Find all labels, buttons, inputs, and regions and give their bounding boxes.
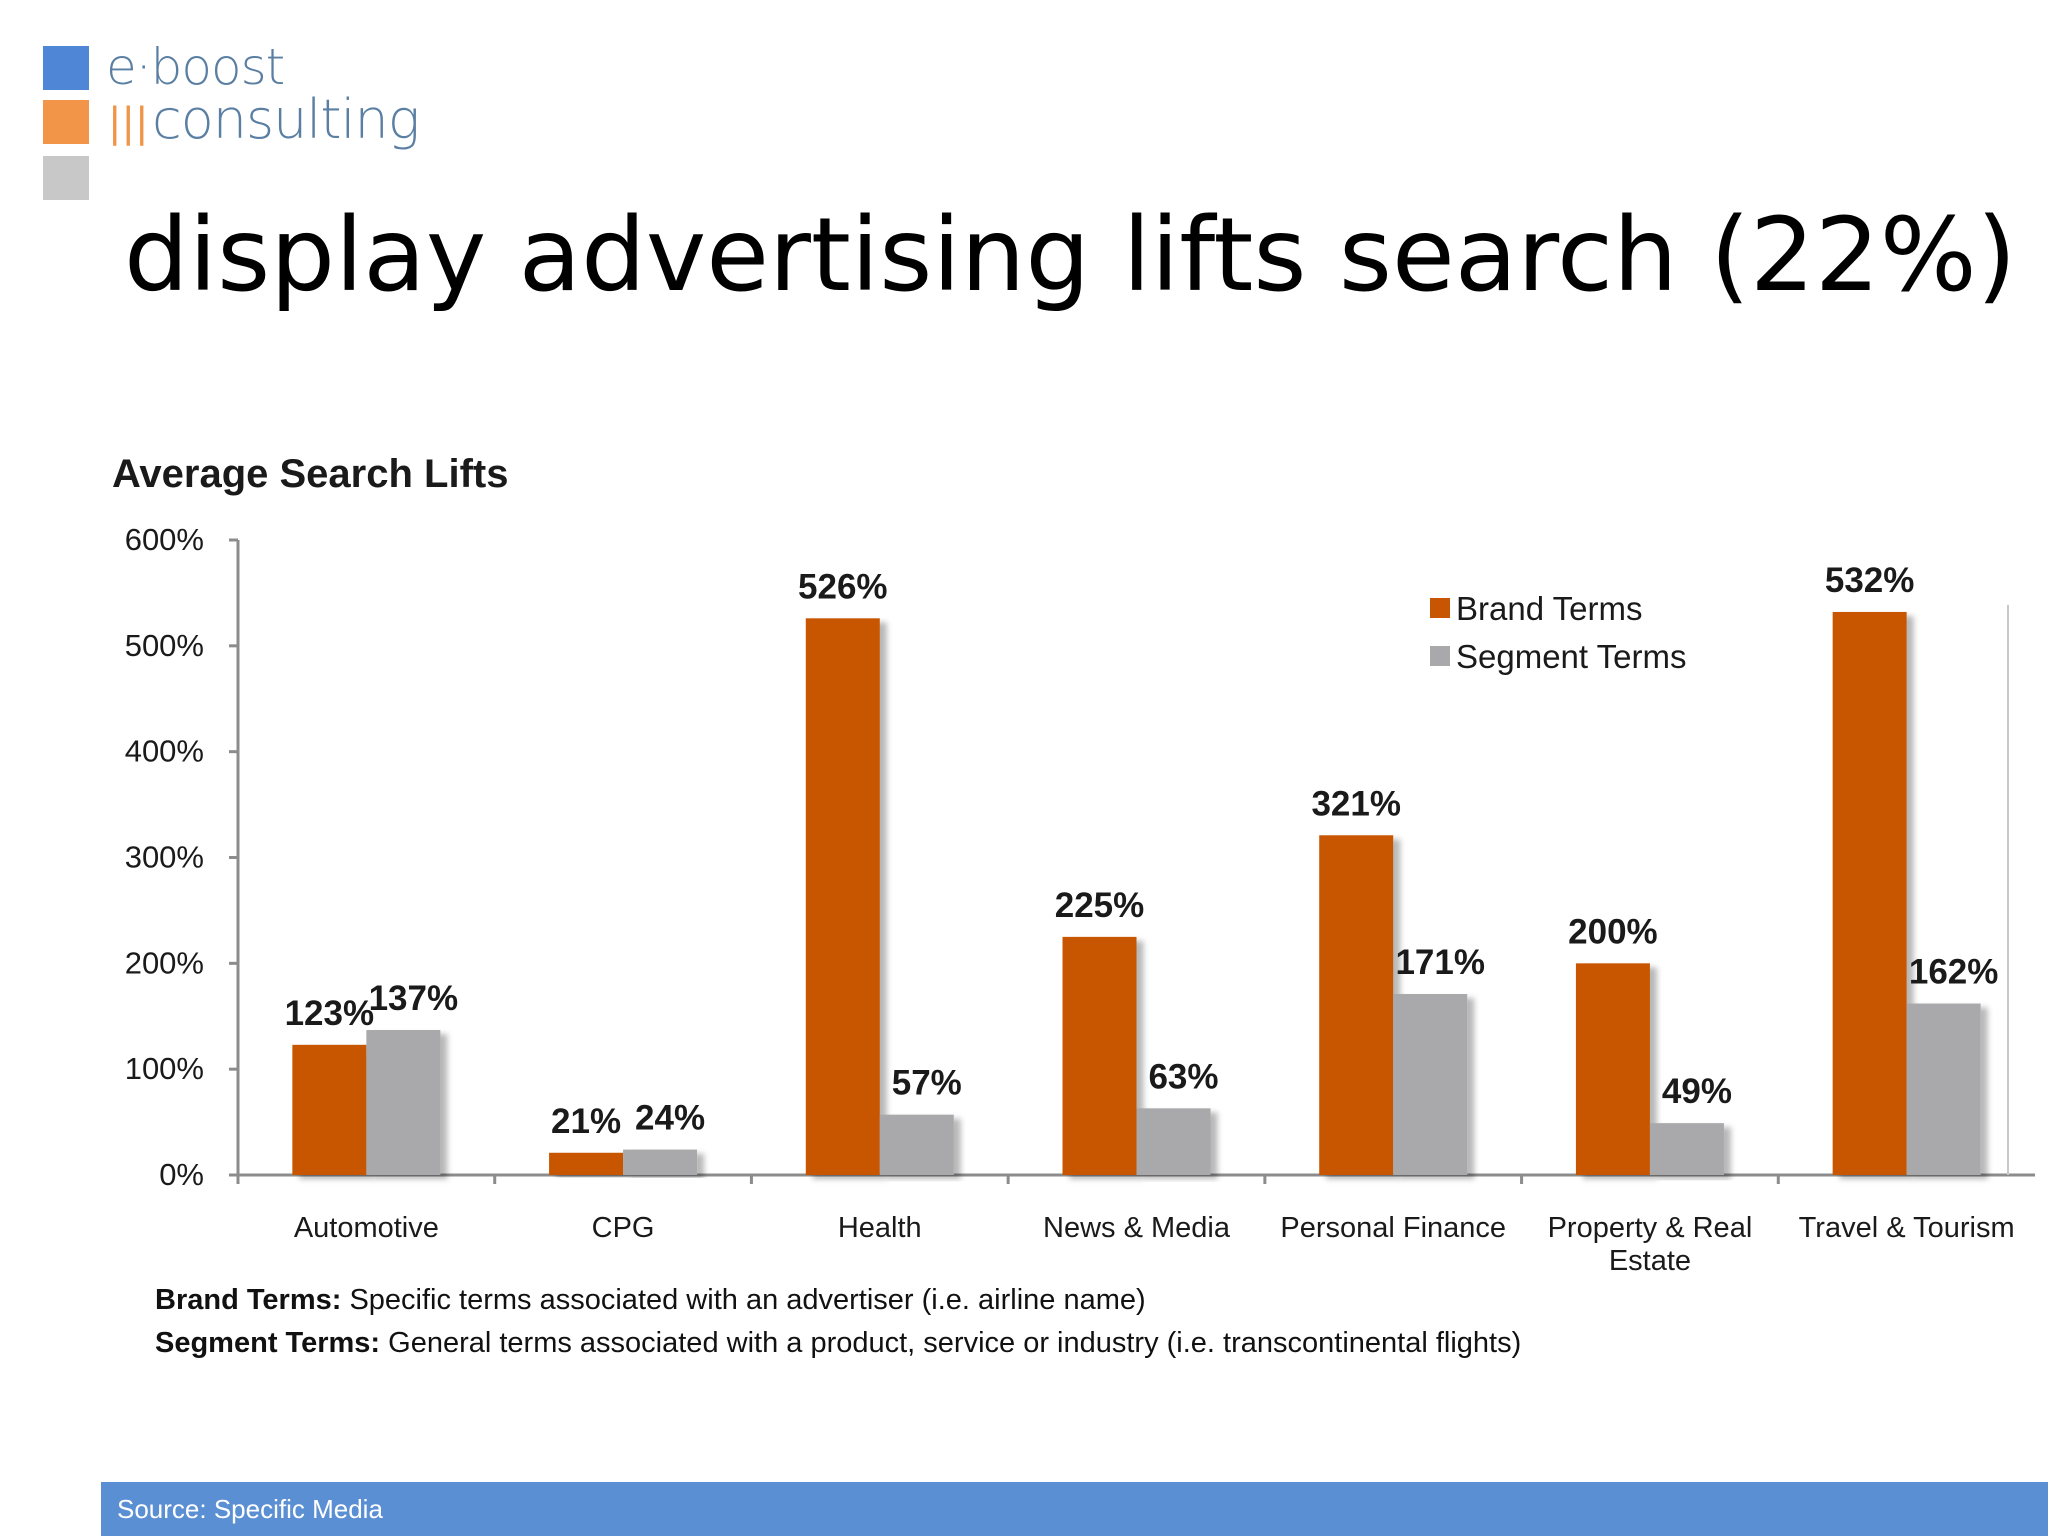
y-tick-label: 0% <box>159 1157 204 1192</box>
data-label: 123% <box>285 994 375 1033</box>
legend-label: Brand Terms <box>1456 590 1642 627</box>
bar-brand-terms <box>1062 936 1137 1175</box>
bar-brand-terms <box>1832 611 1907 1175</box>
y-tick-label: 100% <box>125 1051 204 1086</box>
x-category-label: Personal Finance <box>1280 1212 1506 1244</box>
data-label: 49% <box>1662 1072 1732 1111</box>
data-label: 526% <box>798 567 888 606</box>
y-tick-label: 300% <box>125 840 204 875</box>
data-label: 321% <box>1311 784 1401 823</box>
note-brand-term: Brand Terms: <box>155 1284 342 1316</box>
y-tick-label: 600% <box>125 522 204 557</box>
footer-bar: Source: Specific Media <box>101 1482 2048 1536</box>
note-segment-text: General terms associated with a product,… <box>388 1327 1522 1359</box>
bar-segment-terms <box>1649 1123 1724 1175</box>
legend-swatch <box>1430 646 1450 666</box>
logo-text-eboost: e·boost <box>106 38 285 96</box>
data-label: 57% <box>892 1064 962 1103</box>
note-brand-text: Specific terms associated with an advert… <box>349 1284 1146 1316</box>
bar-brand-terms <box>292 1044 367 1175</box>
bar-segment-terms <box>879 1114 954 1175</box>
bar-chart: 0% 100% 200% 300% 400% 500% 600% 123%137% Automo… <box>125 522 2035 1277</box>
bar-segment-terms <box>623 1149 698 1175</box>
x-category-label: Property & Real <box>1548 1212 1753 1244</box>
data-label: 225% <box>1055 886 1145 925</box>
x-category-label: Travel & Tourism <box>1799 1212 2015 1244</box>
x-category-label: CPG <box>592 1212 655 1244</box>
data-label: 171% <box>1395 943 1485 982</box>
data-label: 200% <box>1568 912 1658 951</box>
data-label: 532% <box>1825 561 1915 600</box>
logo-square-gray <box>43 156 89 200</box>
x-category-label: Estate <box>1609 1245 1691 1277</box>
data-label: 137% <box>369 979 459 1018</box>
note-segment-terms: Segment Terms: General terms associated … <box>155 1327 1521 1360</box>
bar-segment-terms <box>366 1030 441 1175</box>
data-label: 24% <box>635 1099 705 1138</box>
logo-square-blue <box>43 46 89 90</box>
data-label: 63% <box>1148 1057 1218 1096</box>
logo-bars: ||| <box>108 100 149 146</box>
data-label: 21% <box>551 1102 621 1141</box>
y-tick-label: 200% <box>125 945 204 980</box>
legend-swatch <box>1430 598 1450 618</box>
note-segment-term: Segment Terms: <box>155 1327 381 1359</box>
slide-title: display advertising lifts search (22%) <box>124 196 2017 315</box>
bar-brand-terms <box>805 618 880 1175</box>
y-tick-label: 500% <box>125 628 204 663</box>
bar-segment-terms <box>1906 1003 1981 1175</box>
bar-brand-terms <box>1575 963 1650 1175</box>
bar-segment-terms <box>1393 994 1468 1175</box>
bar-segment-terms <box>1136 1108 1211 1175</box>
y-tick-label: 400% <box>125 734 204 769</box>
x-category-label: Automotive <box>294 1212 439 1244</box>
legend-label: Segment Terms <box>1456 638 1686 675</box>
logo-square-orange <box>43 100 89 144</box>
data-label: 162% <box>1909 953 1999 992</box>
note-brand-terms: Brand Terms: Specific terms associated w… <box>155 1284 1146 1317</box>
bar-brand-terms <box>549 1152 624 1175</box>
footer-source: Source: Specific Media <box>117 1494 383 1524</box>
x-category-label: Health <box>838 1212 922 1244</box>
x-category-label: News & Media <box>1043 1212 1231 1244</box>
bar-brand-terms <box>1319 835 1394 1175</box>
chart-title: Average Search Lifts <box>112 452 509 496</box>
logo-text-consulting: consulting <box>152 88 420 151</box>
